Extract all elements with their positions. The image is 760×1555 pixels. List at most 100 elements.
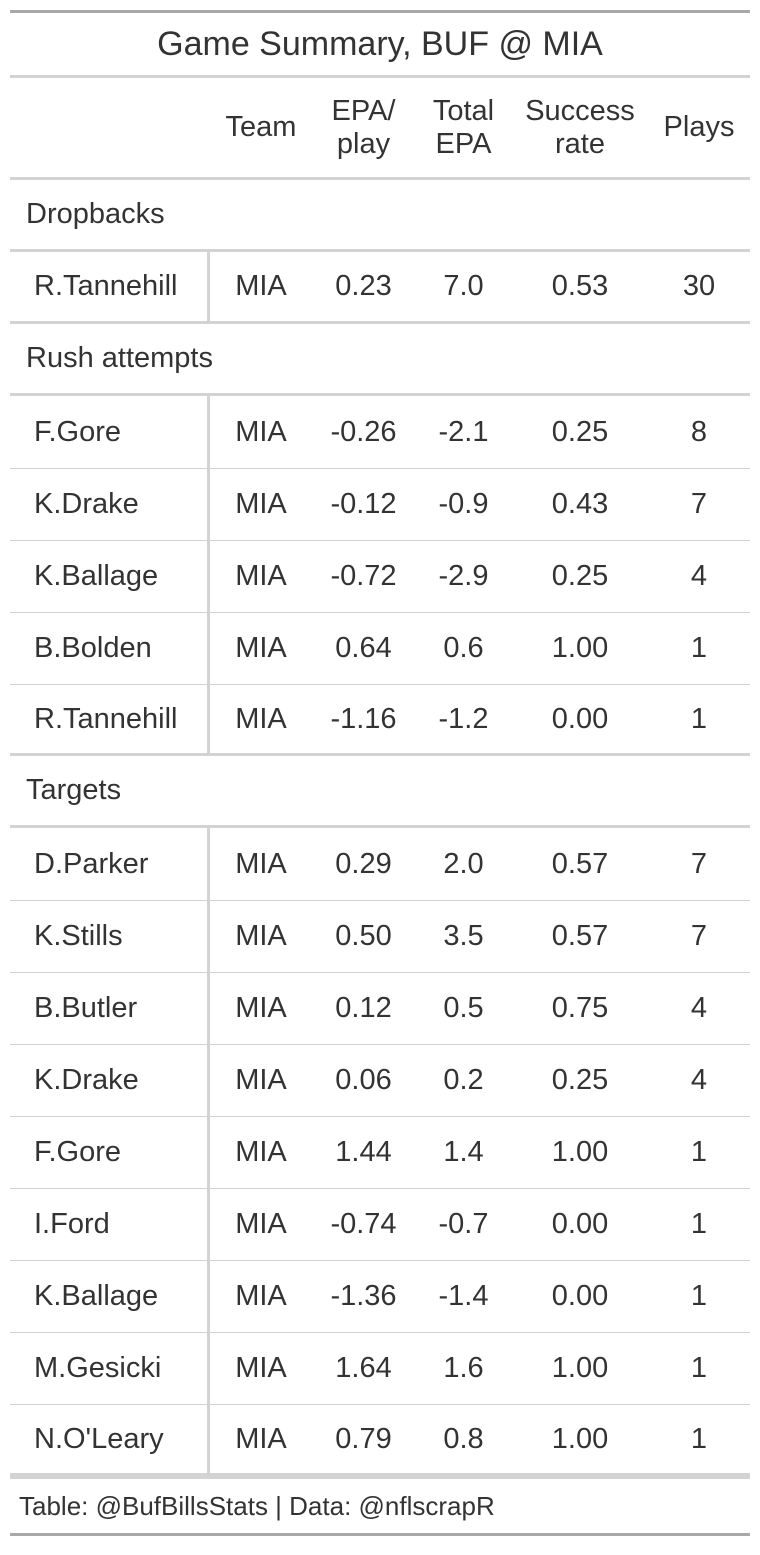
cell-team: MIA [235,847,287,880]
group-label: Rush attempts [10,324,750,396]
cell-total-epa: 2.0 [443,847,484,880]
cell-player: K.Drake [10,1045,210,1116]
table-row: K.Stills MIA 0.50 3.5 0.57 7 [10,900,750,972]
cell-success-rate: 0.25 [551,1064,609,1096]
cell-player: N.O'Leary [10,1405,210,1473]
group-label: Dropbacks [10,180,750,252]
cell-plays: 1 [690,1280,708,1312]
table-row: B.Butler MIA 0.12 0.5 0.75 4 [10,972,750,1044]
cell-player: R.Tannehill [10,252,210,321]
cell-epa-play: -0.26 [330,415,397,448]
cell-player: K.Drake [10,469,210,540]
cell-epa-play: 0.79 [335,1422,392,1455]
column-header-text: Total [432,94,495,127]
cell-epa-play: 0.06 [335,1064,392,1096]
table-row: R.Tannehill MIA 0.23 7.0 0.53 30 [10,252,750,324]
cell-player: M.Gesicki [10,1333,210,1404]
cell-plays: 30 [682,270,716,302]
cell-team: MIA [235,1136,287,1168]
cell-success-rate: 1.00 [551,1136,609,1168]
cell-team: MIA [235,415,287,448]
cell-success-rate: 1.00 [551,1352,609,1384]
cell-epa-play: -1.36 [330,1280,397,1312]
cell-total-epa: 0.5 [443,992,484,1024]
column-header-text: rate [555,127,605,160]
cell-epa-play: 0.23 [335,270,392,302]
cell-epa-play: 1.44 [335,1136,392,1168]
cell-success-rate: 0.57 [551,847,609,880]
cell-team: MIA [235,1208,287,1240]
group-label: Targets [10,756,750,828]
column-header-text: Plays [663,111,735,143]
cell-plays: 1 [690,1422,708,1455]
table-row: K.Drake MIA -0.12 -0.9 0.43 7 [10,468,750,540]
table-row: I.Ford MIA -0.74 -0.7 0.00 1 [10,1188,750,1260]
cell-success-rate: 0.25 [551,560,609,592]
column-header-epa-play: EPA/play [312,78,415,177]
column-header-team: Team [210,78,312,177]
cell-team: MIA [235,992,287,1024]
cell-success-rate: 1.00 [551,1422,609,1455]
cell-player: B.Bolden [10,613,210,684]
cell-team: MIA [235,488,287,520]
cell-success-rate: 0.00 [551,1280,609,1312]
cell-plays: 7 [690,920,708,952]
table-row: K.Drake MIA 0.06 0.2 0.25 4 [10,1044,750,1116]
cell-epa-play: 0.50 [335,920,392,952]
cell-team: MIA [235,702,287,735]
cell-plays: 1 [690,1136,708,1168]
table-row: M.Gesicki MIA 1.64 1.6 1.00 1 [10,1332,750,1404]
table-row: B.Bolden MIA 0.64 0.6 1.00 1 [10,612,750,684]
cell-success-rate: 0.25 [551,415,609,448]
column-header-text: Success [525,94,635,127]
cell-plays: 4 [690,1064,708,1096]
game-summary-table: Game Summary, BUF @ MIA Team EPA/play Tota… [10,10,750,1536]
cell-total-epa: -1.2 [438,702,489,735]
cell-player: K.Stills [10,901,210,972]
cell-plays: 1 [690,632,708,664]
cell-epa-play: -0.72 [330,560,397,592]
cell-plays: 8 [690,415,708,448]
cell-team: MIA [235,632,287,664]
cell-success-rate: 0.57 [551,920,609,952]
cell-success-rate: 0.00 [551,1208,609,1240]
cell-epa-play: 0.29 [335,847,392,880]
cell-team: MIA [235,270,287,302]
column-header-row: Team EPA/play Total EPA Success rate Plays [10,78,750,180]
cell-team: MIA [235,920,287,952]
cell-plays: 1 [690,1352,708,1384]
cell-total-epa: 0.8 [443,1422,484,1455]
cell-player: F.Gore [10,1117,210,1188]
column-header-text: EPA [435,127,492,160]
cell-epa-play: -1.16 [330,702,397,735]
table-title: Game Summary, BUF @ MIA [10,10,750,78]
cell-epa-play: -0.74 [330,1208,397,1240]
cell-plays: 1 [690,1208,708,1240]
cell-success-rate: 0.00 [551,702,609,735]
cell-player: K.Ballage [10,1261,210,1332]
cell-team: MIA [235,1280,287,1312]
cell-team: MIA [235,1422,287,1455]
cell-plays: 7 [690,847,708,880]
cell-epa-play: 0.64 [335,632,392,664]
cell-player: R.Tannehill [10,685,210,753]
cell-total-epa: 1.4 [443,1136,484,1168]
source-note: Table: @BufBillsStats | Data: @nflscrapR [10,1476,750,1536]
cell-total-epa: -2.1 [438,415,489,448]
cell-total-epa: -1.4 [438,1280,489,1312]
cell-player: I.Ford [10,1189,210,1260]
table-row: K.Ballage MIA -0.72 -2.9 0.25 4 [10,540,750,612]
column-header-success-rate: Success rate [512,78,648,177]
column-header-player [10,78,210,177]
cell-player: B.Butler [10,973,210,1044]
cell-success-rate: 0.43 [551,488,609,520]
table-body: Dropbacks R.Tannehill MIA 0.23 7.0 0.53 30 Rush… [10,180,750,1476]
column-header-total-epa: Total EPA [415,78,512,177]
column-header-text: play [336,127,391,160]
cell-total-epa: -0.9 [438,488,489,520]
cell-success-rate: 0.75 [551,992,609,1024]
cell-total-epa: 0.2 [443,1064,484,1096]
table-row: K.Ballage MIA -1.36 -1.4 0.00 1 [10,1260,750,1332]
cell-epa-play: 1.64 [335,1352,392,1384]
cell-player: K.Ballage [10,541,210,612]
